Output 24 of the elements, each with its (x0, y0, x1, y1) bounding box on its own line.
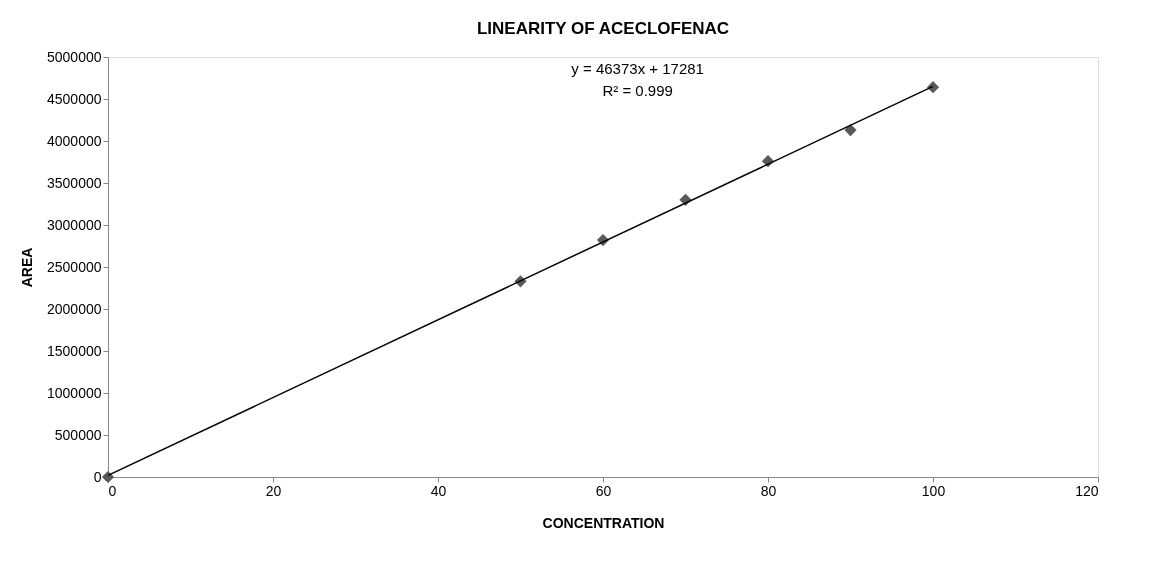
y-tick-label: 3500000 (46, 174, 102, 191)
x-tick-label: 120 (1075, 482, 1099, 499)
x-tick-label: 0 (108, 482, 117, 499)
y-axis-title: AREA (19, 247, 35, 288)
y-tick-label: 500000 (54, 426, 102, 443)
y-tick-label: 2000000 (46, 300, 102, 317)
x-tick-label: 40 (430, 482, 447, 499)
x-axis-title: CONCENTRATION (542, 514, 665, 531)
chart-title: LINEARITY OF ACECLOFENAC (476, 19, 730, 38)
y-tick-label: 2500000 (46, 258, 102, 275)
x-tick-label: 60 (595, 482, 612, 499)
y-tick-label: 5000000 (46, 48, 102, 65)
y-tick-label: 0 (93, 468, 102, 485)
y-tick-label: 1000000 (46, 384, 102, 401)
x-tick-label: 80 (760, 482, 777, 499)
y-tick-label: 4500000 (46, 90, 102, 107)
annotation: R² = 0.999 (602, 82, 673, 99)
y-tick-label: 3000000 (46, 216, 102, 233)
y-tick-label: 1500000 (46, 342, 102, 359)
x-tick-label: 100 (921, 482, 946, 499)
annotation: y = 46373x + 17281 (571, 60, 704, 77)
point (101, 470, 115, 484)
y-tick-label: 4000000 (46, 132, 102, 149)
x-tick-label: 20 (265, 482, 282, 499)
